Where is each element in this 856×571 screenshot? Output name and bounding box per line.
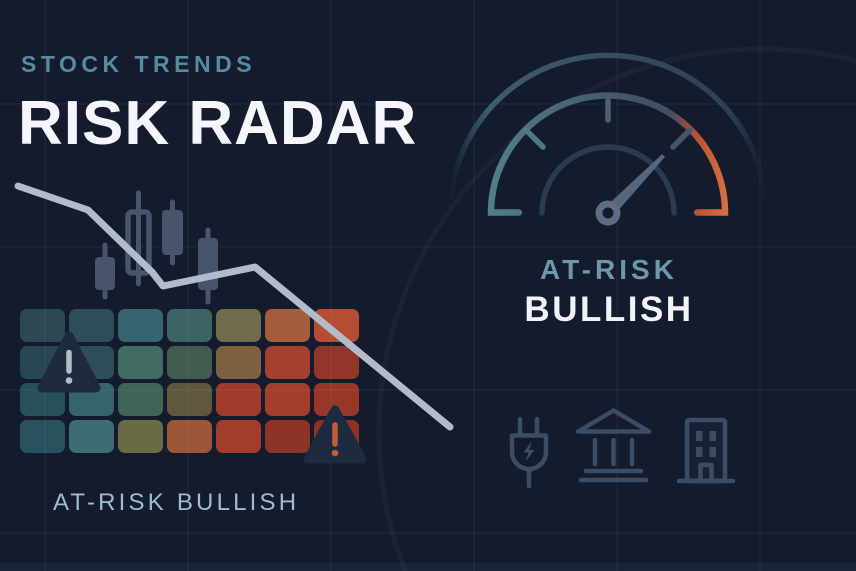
heatmap-cell xyxy=(314,309,359,342)
heatmap-cell xyxy=(265,309,310,342)
heatmap-cell xyxy=(20,309,65,342)
heatmap-cell xyxy=(167,346,212,379)
page-title: RISK RADAR xyxy=(18,89,418,158)
heatmap-cell xyxy=(167,420,212,453)
heatmap-cell xyxy=(216,309,261,342)
gauge-status-label: AT-RISK xyxy=(540,254,678,285)
heatmap-cell xyxy=(118,383,163,416)
heatmap-cell xyxy=(216,346,261,379)
heatmap-cell xyxy=(167,383,212,416)
heatmap-cell xyxy=(20,346,65,379)
heatmap-cell xyxy=(118,420,163,453)
heatmap-cell xyxy=(69,420,114,453)
heatmap-cell xyxy=(314,383,359,416)
heatmap-cell xyxy=(69,346,114,379)
heatmap-cell xyxy=(314,420,359,453)
heatmap-caption: AT-RISK BULLISH xyxy=(53,489,300,516)
heatmap-cell xyxy=(314,346,359,379)
heatmap-cell xyxy=(265,383,310,416)
heatmap-cell xyxy=(69,383,114,416)
heatmap-cell xyxy=(265,346,310,379)
gauge-sentiment-label: BULLISH xyxy=(524,290,694,329)
heatmap-cell xyxy=(216,383,261,416)
heatmap-cell xyxy=(265,420,310,453)
heatmap-cell xyxy=(20,420,65,453)
heatmap-cell xyxy=(69,309,114,342)
heatmap-cell xyxy=(118,309,163,342)
kicker-label: STOCK TRENDS xyxy=(21,51,257,77)
heatmap-cell xyxy=(167,309,212,342)
heatmap-cell xyxy=(20,383,65,416)
heatmap-cell xyxy=(216,420,261,453)
heatmap-cell xyxy=(118,346,163,379)
